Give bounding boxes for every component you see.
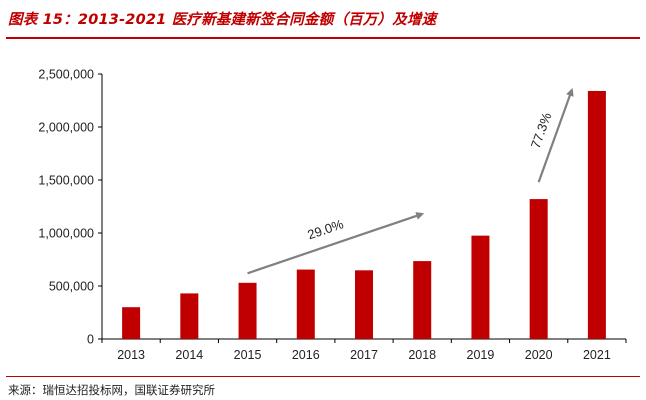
bar-2014 (180, 293, 199, 339)
x-tick-label: 2021 (583, 348, 611, 362)
y-tick-label: 2,500,000 (38, 68, 94, 82)
footer-rule (6, 376, 640, 377)
bar-2019 (471, 235, 490, 339)
page-title: 图表 15：2013-2021 医疗新基建新签合同金额（百万）及增速 (8, 12, 437, 28)
x-tick-label: 2014 (175, 348, 203, 362)
source-note: 来源：瑞恒达招投标网，国联证券研究所 (8, 383, 215, 397)
x-tick-label: 2015 (234, 348, 262, 362)
bar-2016 (296, 269, 315, 339)
x-tick-label: 2019 (467, 348, 495, 362)
growth-label: 29.0% (306, 216, 346, 242)
y-tick-label: 1,500,000 (38, 174, 94, 188)
growth-arrow (537, 88, 574, 183)
x-tick-label: 2018 (408, 348, 436, 362)
bar-2018 (413, 261, 432, 339)
title-rule (6, 37, 640, 39)
y-tick-label: 0 (87, 333, 94, 347)
y-tick-label: 2,000,000 (38, 121, 94, 135)
bar-2017 (355, 270, 373, 339)
x-tick-label: 2013 (117, 348, 145, 362)
bar-2020 (529, 199, 548, 339)
chart-bars (122, 90, 606, 340)
bar-2021 (587, 90, 606, 340)
x-tick-label: 2017 (350, 348, 378, 362)
x-tick-label: 2020 (525, 348, 553, 362)
bar-2013 (122, 307, 141, 339)
x-tick-label: 2016 (292, 348, 320, 362)
y-tick-label: 500,000 (49, 280, 94, 294)
growth-arrow (247, 212, 425, 275)
bar-2015 (238, 282, 257, 339)
growth-annotations: 29.0% 77.3% (247, 88, 574, 275)
growth-label: 77.3% (528, 110, 555, 150)
y-tick-label: 1,000,000 (38, 227, 94, 241)
x-tick-labels: 2013 2014 2015 2016 2017 2018 2019 2020 2021 (117, 348, 611, 362)
y-tick-labels: 0 500,000 1,000,000 1,500,000 2,000,000 2,500… (38, 68, 94, 347)
